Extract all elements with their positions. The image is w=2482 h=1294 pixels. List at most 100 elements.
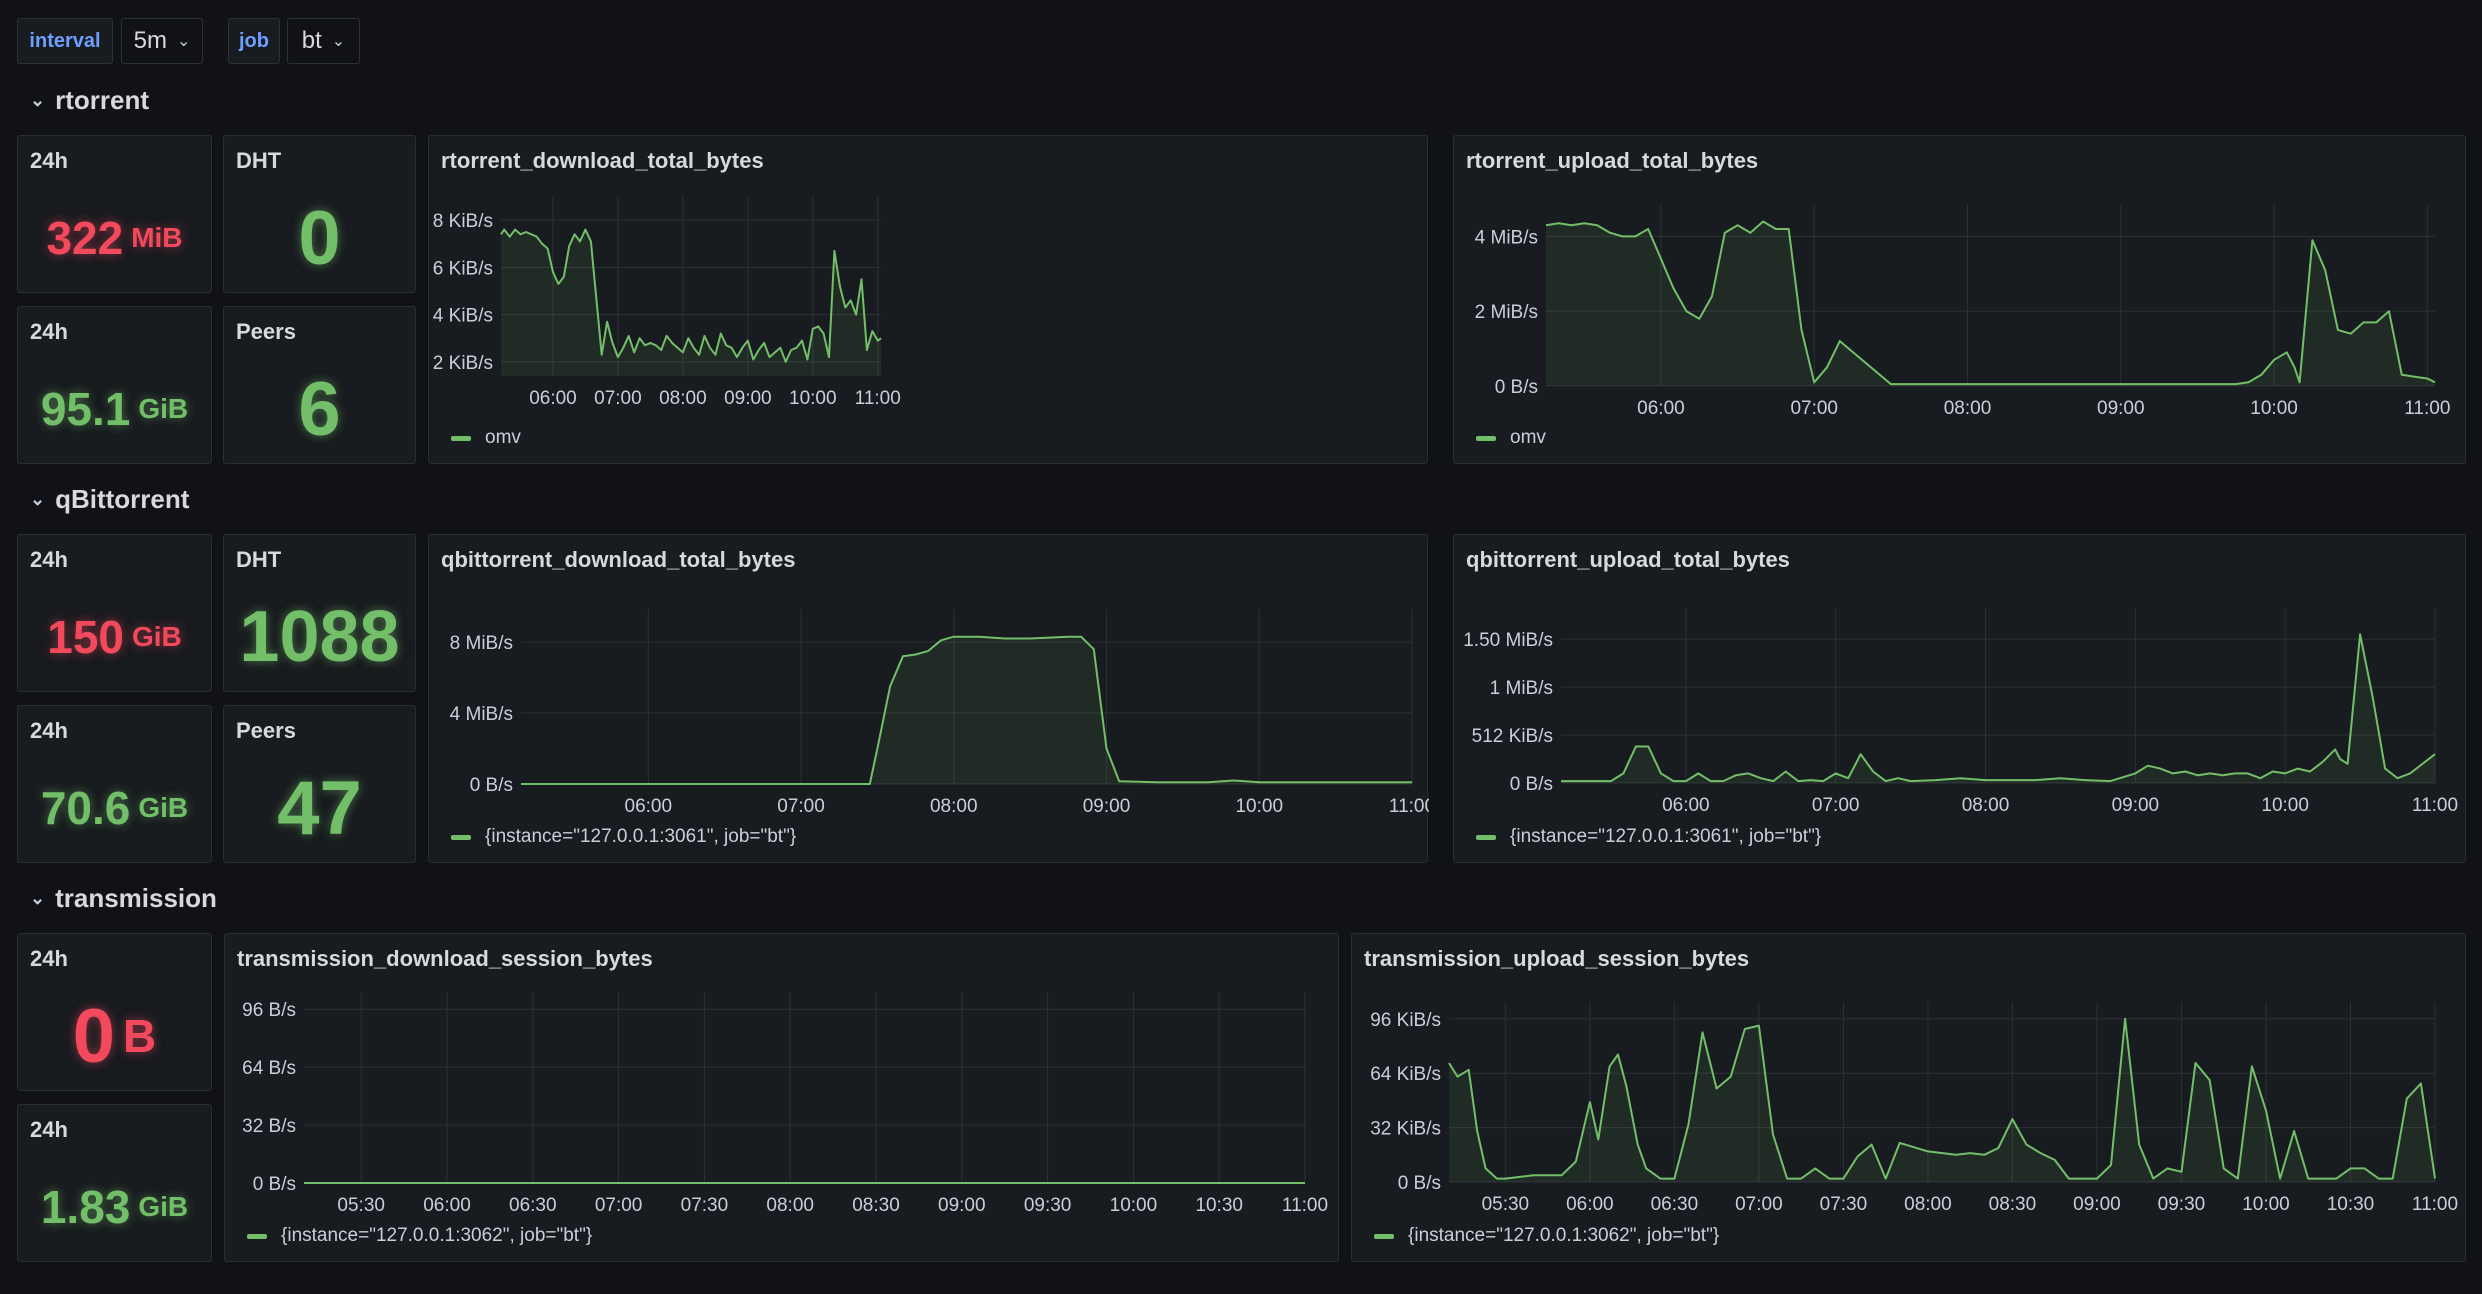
x-tick-label: 10:30 (1195, 1195, 1243, 1216)
row-header-transmission[interactable]: ⌄ transmission (30, 880, 217, 916)
x-tick-label: 11:00 (1389, 796, 1429, 817)
series-line (1561, 633, 2436, 783)
rtorrent-dht-stat: DHT 0 (223, 135, 416, 293)
chart-legend[interactable]: omv (1476, 427, 1546, 449)
transmission-download-chart-panel[interactable]: transmission_download_session_bytes {ins… (224, 933, 1339, 1262)
chart-legend[interactable]: {instance="127.0.0.1:3062", job="bt"} (247, 1225, 592, 1247)
series-area (501, 229, 881, 376)
x-tick-label: 06:00 (1637, 398, 1685, 419)
y-tick-label: 4 KiB/s (433, 306, 493, 327)
job-variable-select[interactable]: bt ⌄ (287, 18, 360, 64)
stat-number: 0 (72, 993, 116, 1079)
y-tick-label: 64 B/s (242, 1058, 296, 1079)
stat-number: 95.1 (40, 383, 131, 435)
qbittorrent-download-24h-stat: 24h 150 GiB (17, 534, 212, 692)
x-tick-label: 06:00 (423, 1195, 471, 1216)
x-tick-label: 10:30 (2327, 1194, 2375, 1215)
x-tick-label: 06:00 (1566, 1194, 1614, 1215)
stat-unit: B (123, 1010, 157, 1062)
panel-title: 24h (30, 1117, 68, 1142)
panel-title: transmission_upload_session_bytes (1364, 946, 1750, 971)
y-tick-label: 1.50 MiB/s (1463, 630, 1553, 651)
chart-legend[interactable]: {instance="127.0.0.1:3061", job="bt"} (451, 826, 796, 848)
x-tick-label: 08:00 (1962, 795, 2010, 816)
x-tick-label: 10:00 (2250, 398, 2298, 419)
qbittorrent-download-chart-panel[interactable]: qbittorrent_download_total_bytes {instan… (428, 534, 1429, 863)
qbittorrent-upload-24h-stat: 24h 70.6 GiB (17, 705, 212, 863)
row-title: qBittorrent (55, 483, 190, 514)
chevron-down-icon: ⌄ (176, 33, 191, 50)
chart-canvas: 2 KiB/s 4 KiB/s 6 KiB/s 8 KiB/s 06:00 07:00 08… (433, 196, 901, 409)
series-area (1561, 634, 2435, 783)
legend-swatch (1476, 435, 1496, 441)
legend-label: {instance="127.0.0.1:3062", job="bt"} (1408, 1225, 1720, 1246)
x-tick-label: 09:30 (2158, 1194, 2206, 1215)
row-header-qbittorrent[interactable]: ⌄ qBittorrent (30, 481, 189, 517)
x-tick-label: 07:00 (1735, 1194, 1783, 1215)
stat-value: 150 GiB (18, 597, 211, 677)
series-line (1448, 1017, 2436, 1180)
series-line (500, 228, 882, 363)
y-tick-label: 64 KiB/s (1370, 1064, 1441, 1085)
panel-title: qbittorrent_upload_total_bytes (1466, 547, 1790, 572)
chevron-down-icon: ⌄ (30, 89, 46, 110)
stat-value: 47 (224, 766, 415, 851)
panel-title: 24h (30, 718, 68, 743)
transmission-upload-chart-panel[interactable]: transmission_upload_session_bytes {insta… (1351, 933, 2466, 1262)
y-tick-label: 6 KiB/s (433, 258, 493, 279)
x-tick-label: 11:00 (2412, 1194, 2458, 1215)
chart-legend[interactable]: omv (451, 427, 521, 449)
x-tick-label: 09:00 (2112, 795, 2160, 816)
chart-legend[interactable]: {instance="127.0.0.1:3062", job="bt"} (1374, 1225, 1719, 1247)
chart-legend[interactable]: {instance="127.0.0.1:3061", job="bt"} (1476, 826, 1821, 848)
stat-number: 322 (46, 212, 124, 264)
chart-canvas: 0 B/s 32 B/s 64 B/s 96 B/s 05:30 06:00 06:30 07… (242, 992, 1328, 1216)
row-title: rtorrent (55, 84, 149, 115)
stat-number: 47 (277, 765, 362, 851)
panel-title: rtorrent_upload_total_bytes (1466, 148, 1759, 173)
y-tick-label: 1 MiB/s (1490, 678, 1553, 699)
x-tick-label: 09:30 (1024, 1195, 1072, 1216)
rtorrent-download-24h-stat: 24h 322 MiB (17, 135, 212, 293)
x-tick-label: 10:00 (2261, 795, 2309, 816)
legend-label: {instance="127.0.0.1:3061", job="bt"} (485, 826, 797, 847)
job-variable-label: job (228, 18, 280, 64)
panel-title: 24h (30, 148, 68, 173)
x-tick-label: 11:00 (1282, 1195, 1328, 1216)
y-tick-label: 0 B/s (1398, 1173, 1441, 1194)
interval-variable-select[interactable]: 5m ⌄ (121, 18, 203, 64)
x-tick-label: 06:00 (625, 796, 673, 817)
stat-unit: MiB (131, 222, 183, 253)
panel-title: rtorrent_download_total_bytes (441, 148, 764, 173)
rtorrent-upload-24h-stat: 24h 95.1 GiB (17, 306, 212, 464)
x-tick-label: 10:00 (1235, 796, 1283, 817)
x-tick-label: 07:30 (681, 1195, 729, 1216)
x-tick-label: 07:00 (594, 388, 642, 409)
qbittorrent-upload-chart-panel[interactable]: qbittorrent_upload_total_bytes {instance… (1453, 534, 2466, 863)
y-tick-label: 32 B/s (242, 1116, 296, 1137)
stat-value: 1088 (224, 597, 415, 677)
rtorrent-download-chart-panel[interactable]: rtorrent_download_total_bytes omv 2 KiB/… (428, 135, 1428, 464)
y-tick-label: 4 MiB/s (1475, 227, 1538, 248)
legend-label: {instance="127.0.0.1:3061", job="bt"} (1510, 826, 1822, 847)
interval-variable-label: interval (17, 18, 113, 64)
x-tick-label: 10:00 (2242, 1194, 2290, 1215)
x-tick-label: 09:00 (1083, 796, 1131, 817)
y-tick-label: 2 KiB/s (433, 353, 493, 374)
panel-title: 24h (30, 547, 68, 572)
legend-swatch (247, 1233, 267, 1239)
series-area (1546, 221, 2435, 386)
row-header-rtorrent[interactable]: ⌄ rtorrent (30, 82, 149, 118)
y-tick-label: 32 KiB/s (1370, 1119, 1441, 1140)
stat-value: 1.83 GiB (18, 1167, 211, 1247)
x-tick-label: 08:00 (766, 1195, 814, 1216)
x-tick-label: 06:00 (1662, 795, 1710, 816)
chart-canvas: 0 B/s 4 MiB/s 8 MiB/s 06:00 07:00 08:00 09:00 1… (450, 609, 1429, 817)
x-tick-label: 05:30 (1482, 1194, 1530, 1215)
y-tick-label: 96 KiB/s (1370, 1010, 1441, 1031)
y-tick-label: 0 B/s (253, 1174, 296, 1195)
x-tick-label: 09:00 (724, 388, 772, 409)
rtorrent-upload-chart-panel[interactable]: rtorrent_upload_total_bytes omv 0 B/s 2 M… (1453, 135, 2466, 464)
stat-number: 150 (47, 611, 124, 663)
